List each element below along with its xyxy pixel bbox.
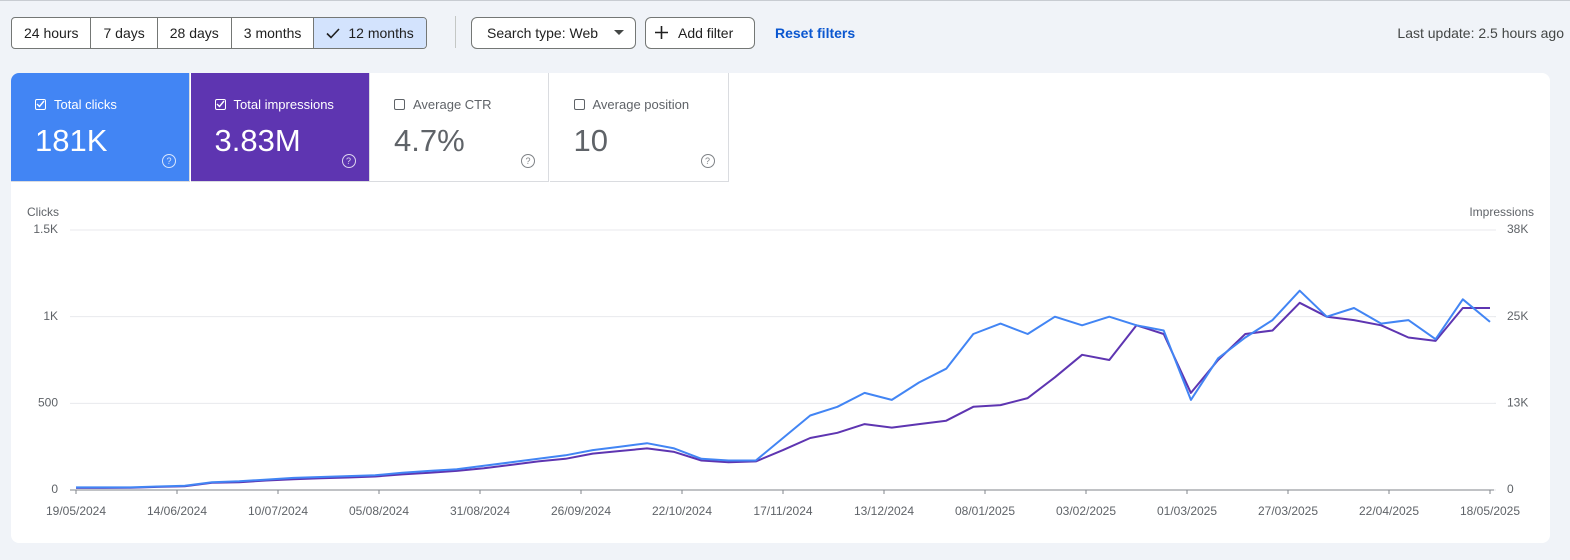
x-tick-label: 10/07/2024 (248, 504, 308, 518)
checkbox (35, 99, 46, 110)
card-value: 10 (573, 123, 608, 158)
y-tick-label: 1K (43, 309, 58, 323)
x-tick-label: 17/11/2024 (753, 504, 812, 518)
x-tick-label: 22/10/2024 (652, 504, 712, 518)
check-path (36, 100, 45, 108)
y2-axis-title: Impressions (1469, 205, 1534, 219)
x-tick-label: 05/08/2024 (349, 504, 409, 518)
search-type-label: Search type: Web (487, 25, 599, 41)
x-tick-label: 26/09/2024 (551, 504, 611, 518)
range-label: 28 days (169, 25, 219, 41)
x-tick-label: 31/08/2024 (450, 504, 510, 518)
card-value: 4.7% (394, 123, 465, 158)
search-type-button[interactable]: Search type: Web (471, 17, 636, 49)
range-button[interactable]: 7 days (91, 18, 158, 48)
x-tick-label: 08/01/2025 (955, 504, 1015, 518)
help-icon: ? (521, 154, 535, 168)
y2-tick-label: 25K (1507, 309, 1528, 323)
divider (0, 0, 1570, 1)
checkbox (573, 99, 585, 110)
range-button[interactable]: 24 hours (12, 18, 92, 48)
check-mark (36, 100, 45, 108)
card-label: Total impressions (233, 97, 334, 112)
card-value: 3.83M (214, 123, 301, 158)
y2-tick-label: 13K (1507, 396, 1528, 410)
add-filter-button[interactable]: Add filter (645, 17, 755, 49)
series-line (76, 289, 1491, 489)
card-value: 181K (35, 123, 108, 158)
y2-tick-label: 0 (1507, 482, 1514, 496)
y-tick-label: 0 (51, 482, 58, 496)
checkbox (394, 99, 405, 110)
range-label: 3 months (243, 25, 302, 41)
range-button[interactable]: 3 months (232, 18, 315, 48)
x-tick-label: 01/03/2025 (1157, 504, 1217, 518)
x-tick-label: 27/03/2025 (1258, 504, 1318, 518)
x-tick-label: 03/02/2025 (1056, 504, 1116, 518)
last-update: Last update: 2.5 hours ago (1397, 25, 1564, 41)
metric-card[interactable]: Average CTR 4.7%? (370, 73, 549, 182)
range-label: 12 months (348, 25, 414, 41)
date-range-group: 24 hours 7 days 28 days 3 months 12 months (11, 17, 427, 49)
x-tick-label: 22/04/2025 (1359, 504, 1419, 518)
y-tick-label: 500 (38, 396, 58, 410)
add-filter-label: Add filter (678, 25, 734, 41)
range-button[interactable]: 12 months (314, 18, 426, 48)
metric-card[interactable]: Total impressions 3.83M? (190, 73, 370, 182)
help-icon: ? (162, 154, 176, 168)
reset-filters-link[interactable]: Reset filters (775, 25, 856, 41)
check-path (216, 100, 225, 108)
metric-card[interactable]: Total clicks 181K? (11, 73, 190, 182)
range-label: 7 days (103, 25, 145, 41)
dropdown-icon (614, 30, 624, 35)
card-label: Total clicks (54, 97, 117, 112)
help-icon: ? (700, 154, 715, 168)
separator (455, 16, 456, 48)
help-icon: ? (341, 154, 356, 168)
x-tick-label: 19/05/2024 (46, 504, 106, 518)
card-label: Average position (592, 97, 690, 112)
x-tick-label: 13/12/2024 (854, 504, 914, 518)
range-button[interactable]: 28 days (158, 18, 232, 48)
range-label: 24 hours (24, 25, 79, 41)
check-path (326, 28, 340, 39)
series-line (76, 301, 1490, 489)
y-tick-label: 1.5K (33, 222, 58, 236)
check-mark (216, 100, 225, 108)
y2-tick-label: 38K (1507, 222, 1528, 236)
y-axis-title: Clicks (27, 205, 59, 219)
checkbox (214, 99, 226, 110)
card-label: Average CTR (413, 97, 492, 112)
check-icon (326, 28, 340, 39)
metric-card[interactable]: Average position 10? (549, 73, 729, 182)
x-tick-label: 18/05/2025 (1460, 504, 1520, 518)
x-tick-label: 14/06/2024 (147, 504, 207, 518)
plus-icon (655, 26, 668, 39)
